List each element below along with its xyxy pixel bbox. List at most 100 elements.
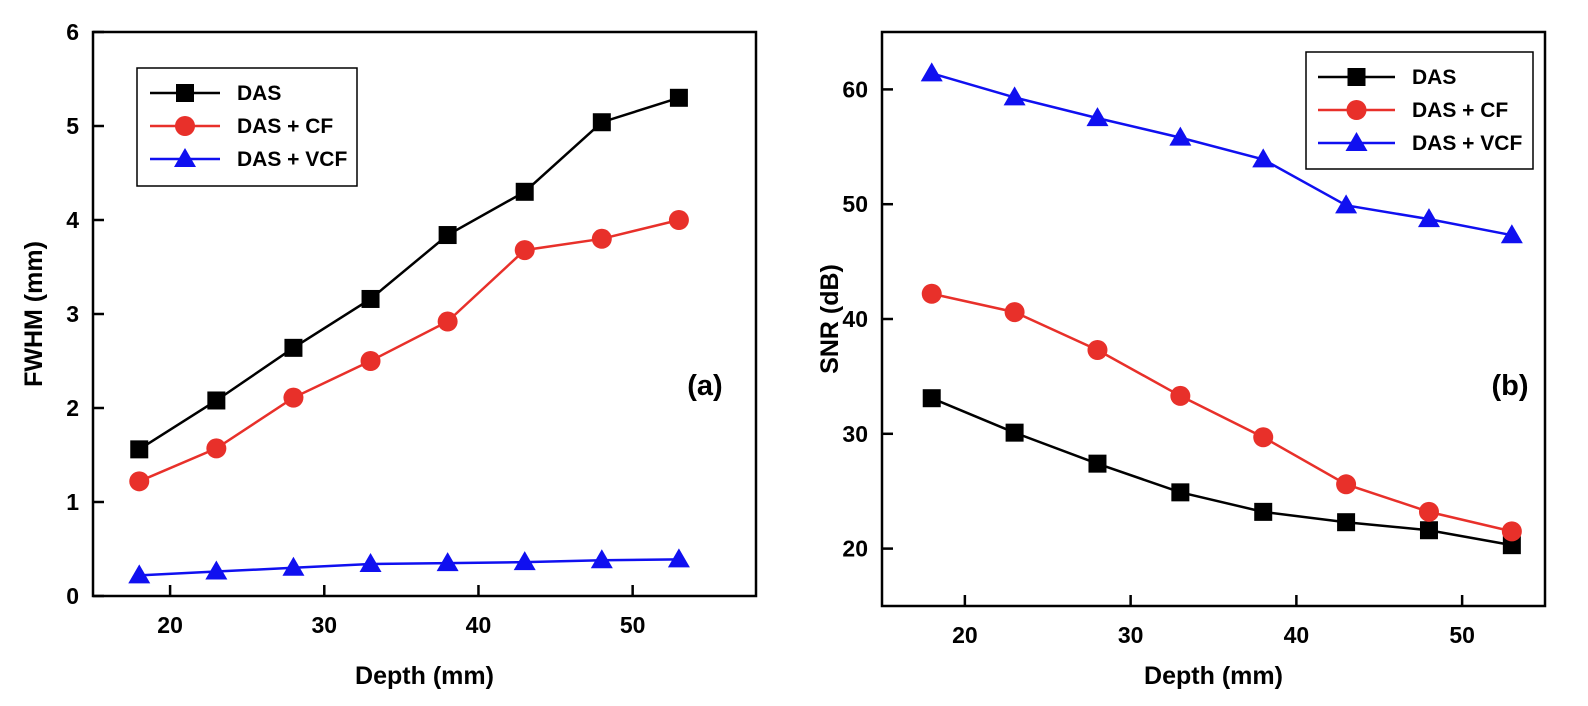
data-point	[207, 391, 226, 410]
data-point	[1252, 148, 1275, 168]
data-point	[1337, 513, 1356, 532]
y-tick-label: 1	[66, 489, 79, 515]
data-point	[360, 351, 381, 371]
x-tick-label: 50	[620, 612, 646, 638]
chart-b-snr: 20 30 40 50 20 30 40 50 60 Depth (mm) SNR (dB) (b) D…	[816, 30, 1547, 690]
x-axis-title-b: Depth (mm)	[1144, 662, 1283, 690]
legend-swatch-marker	[1346, 100, 1367, 120]
y-tick-label: 5	[66, 113, 79, 139]
legend-label: DAS + CF	[1412, 99, 1508, 122]
series-b-das-vcf	[920, 62, 1523, 244]
series-line	[931, 397, 1513, 547]
data-point	[1170, 385, 1191, 406]
data-point	[1418, 501, 1439, 522]
data-point	[1500, 224, 1523, 244]
legend-swatch-marker	[1345, 132, 1368, 151]
y-tick-label: 20	[842, 536, 868, 562]
data-point	[592, 113, 611, 132]
data-point	[921, 283, 942, 304]
data-point	[130, 440, 149, 459]
data-point	[1335, 194, 1358, 214]
data-point	[128, 564, 151, 584]
data-point	[282, 556, 305, 576]
data-point	[1088, 454, 1107, 473]
data-point	[1171, 483, 1190, 502]
data-point	[1003, 86, 1026, 106]
panel-label-b: (b)	[1491, 370, 1528, 402]
data-point	[129, 471, 150, 492]
y-tick-label: 60	[842, 76, 868, 102]
data-point	[591, 228, 612, 249]
legend-swatch-marker	[175, 116, 195, 136]
series-a-das	[130, 88, 688, 459]
data-point	[1501, 521, 1522, 542]
data-point	[284, 338, 303, 357]
legend-label: DAS + VCF	[1412, 132, 1522, 155]
series-line	[139, 558, 679, 577]
y-tick-label: 40	[842, 306, 868, 332]
chart-a-fwhm: 20 30 40 50 0 1 2 3 4 5 6 Depth (mm) FWHM (mm) (a) DAS…	[20, 19, 758, 690]
data-point	[513, 551, 536, 571]
y-tick-label: 3	[66, 301, 79, 327]
data-point	[437, 311, 458, 332]
data-point	[1253, 427, 1274, 448]
legend-label: DAS + CF	[237, 115, 333, 138]
y-tick-label: 4	[66, 207, 79, 233]
x-tick-label: 20	[952, 622, 978, 648]
y-tick-label: 2	[66, 395, 79, 421]
data-point	[1419, 521, 1438, 540]
data-point	[1502, 536, 1521, 555]
x-tick-label: 40	[1284, 622, 1310, 648]
data-point	[1254, 502, 1273, 521]
legend-swatch-marker	[176, 84, 194, 102]
series-b-das-cf	[921, 283, 1522, 542]
y-tick-label: 30	[842, 421, 868, 447]
series-line	[931, 72, 1513, 237]
series-line	[138, 96, 680, 451]
legend-swatch-marker	[1347, 68, 1366, 86]
data-point	[515, 182, 534, 201]
data-point	[514, 240, 535, 261]
y-tick-label: 0	[66, 583, 79, 609]
legend-b: DAS DAS + CF DAS + VCF	[1305, 51, 1534, 170]
data-point	[667, 548, 690, 568]
data-point	[668, 210, 689, 230]
data-point	[438, 226, 457, 245]
series-line	[931, 292, 1513, 533]
y-axis-title-b: SNR (dB)	[816, 264, 844, 374]
series-a-das-vcf	[128, 548, 690, 584]
data-point	[361, 289, 380, 308]
series-b-das	[922, 389, 1521, 555]
data-point	[1005, 423, 1024, 442]
data-point	[436, 552, 459, 572]
data-point	[359, 553, 382, 573]
data-point	[205, 560, 228, 580]
data-point	[1417, 208, 1440, 228]
panel-label-a: (a)	[687, 370, 722, 402]
series-line	[138, 218, 680, 483]
data-point	[1086, 107, 1109, 127]
x-tick-label: 40	[466, 612, 492, 638]
legend-label: DAS	[1412, 66, 1456, 89]
data-point	[1336, 474, 1357, 495]
y-tick-label: 6	[66, 19, 79, 45]
legend-label: DAS + VCF	[237, 148, 347, 171]
data-point	[283, 387, 304, 408]
legend-label: DAS	[237, 82, 281, 105]
data-point	[590, 549, 613, 569]
x-tick-label: 50	[1449, 622, 1475, 648]
legend-a: DAS DAS + CF DAS + VCF	[136, 67, 358, 187]
data-point	[1169, 126, 1192, 146]
x-axis-title-a: Depth (mm)	[355, 662, 494, 690]
data-point	[922, 389, 941, 408]
x-tick-label: 30	[1118, 622, 1144, 648]
x-tick-label: 20	[157, 612, 183, 638]
data-point	[1004, 302, 1025, 323]
data-point	[206, 438, 227, 459]
y-tick-label: 50	[842, 191, 868, 217]
data-point	[1087, 339, 1108, 360]
legend-swatch-marker	[174, 148, 196, 167]
series-a-das-cf	[129, 210, 689, 492]
data-point	[669, 88, 688, 107]
